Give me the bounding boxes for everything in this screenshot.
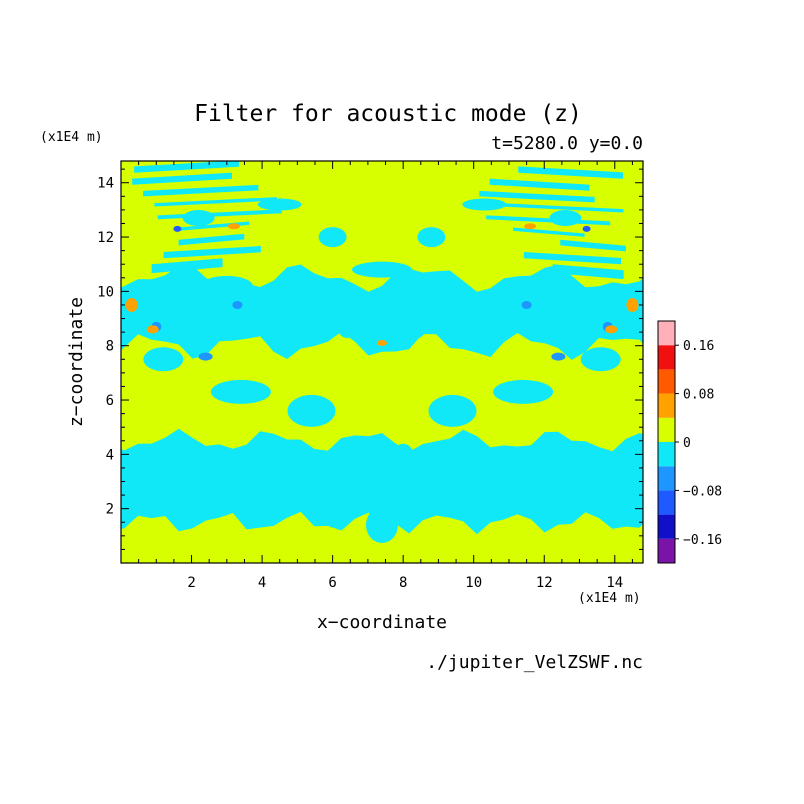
x-axis-label: x−coordinate bbox=[317, 612, 447, 633]
field-blob bbox=[366, 506, 398, 543]
plot-frame bbox=[120, 160, 644, 564]
field-blob bbox=[256, 487, 297, 508]
colorbar-swatch bbox=[658, 442, 675, 467]
field-blob bbox=[173, 225, 182, 232]
field-negative-small bbox=[134, 161, 239, 173]
source-filename: ./jupiter_VelZSWF.nc bbox=[426, 652, 643, 673]
field-regions bbox=[121, 161, 643, 543]
x-tick-label: 14 bbox=[606, 575, 623, 591]
colorbar-tick-label: 0.08 bbox=[683, 388, 714, 403]
field-blob bbox=[551, 352, 566, 361]
field-blob bbox=[549, 210, 582, 226]
field-negative-small bbox=[163, 245, 261, 259]
field-negative-small bbox=[501, 203, 624, 213]
colorbar-tick-label: 0 bbox=[683, 436, 691, 451]
x-tick-label: 4 bbox=[258, 575, 266, 591]
x-unit-label: (x1E4 m) bbox=[578, 591, 641, 606]
colorbar-swatch bbox=[658, 393, 675, 418]
field-blob bbox=[125, 298, 138, 312]
x-tick-label: 10 bbox=[465, 575, 482, 591]
x-tick-label: 12 bbox=[536, 575, 553, 591]
y-axis-label: z−coordinate bbox=[66, 297, 87, 427]
field-blob bbox=[257, 198, 302, 211]
field-negative-small bbox=[151, 258, 223, 274]
x-tick-label: 2 bbox=[187, 575, 195, 591]
field-blob bbox=[200, 275, 253, 296]
field-negative-small bbox=[523, 251, 622, 265]
field-blob bbox=[391, 443, 416, 476]
field-blob bbox=[348, 443, 373, 476]
field-negative-small bbox=[486, 215, 611, 226]
y-tick-label: 12 bbox=[97, 230, 114, 246]
field-blob bbox=[167, 468, 216, 485]
field-blob bbox=[232, 301, 243, 309]
field-negative-small bbox=[489, 178, 590, 191]
colorbar-tick-label: −0.08 bbox=[683, 484, 722, 499]
colorbar-swatch bbox=[658, 345, 675, 370]
field-blob bbox=[182, 210, 215, 226]
axes: 2 4 6 8 10 12 14 2 4 6 8 10 12 14 bbox=[97, 160, 644, 591]
colorbar-tick-label: 0.16 bbox=[683, 339, 714, 354]
field-blob bbox=[143, 347, 184, 372]
field-blob bbox=[407, 310, 428, 338]
field-blob bbox=[417, 227, 446, 248]
field-negative-small bbox=[143, 184, 259, 197]
field-negative-small bbox=[154, 197, 277, 207]
field-blob bbox=[582, 225, 591, 232]
colorbar-swatch bbox=[658, 417, 675, 442]
colorbar-swatch bbox=[658, 369, 675, 394]
colorbar-tick-label: −0.16 bbox=[683, 533, 722, 548]
field-negative-small bbox=[560, 239, 626, 252]
x-tick-label: 8 bbox=[399, 575, 407, 591]
x-tick-label: 6 bbox=[328, 575, 336, 591]
field-negative-small bbox=[121, 428, 643, 535]
field-blob bbox=[439, 288, 480, 317]
field-negative-small bbox=[479, 190, 595, 203]
y-tick-label: 14 bbox=[97, 176, 114, 192]
y-tick-label: 2 bbox=[106, 502, 114, 518]
colorbar-swatch bbox=[658, 466, 675, 491]
colorbar-swatch bbox=[658, 321, 675, 346]
y-tick-label: 10 bbox=[97, 284, 114, 300]
field-negative-small bbox=[552, 264, 624, 280]
field-blob bbox=[462, 198, 507, 211]
field-blob bbox=[626, 298, 639, 312]
field-negative-small bbox=[178, 233, 245, 246]
colorbar-swatch bbox=[658, 490, 675, 515]
y-tick-label: 6 bbox=[106, 393, 114, 409]
field-blob bbox=[467, 487, 508, 508]
chart-title: Filter for acoustic mode (z) bbox=[194, 101, 582, 127]
colorbar: 0.16 0.08 0 −0.08 −0.16 bbox=[657, 320, 722, 564]
field-blob bbox=[524, 223, 537, 230]
field-blob bbox=[198, 352, 213, 361]
field-blob bbox=[287, 394, 336, 427]
field-blob bbox=[580, 347, 621, 372]
y-unit-label: (x1E4 m) bbox=[40, 130, 103, 145]
field-blob bbox=[352, 261, 412, 278]
field-blob bbox=[146, 325, 159, 334]
field-blob bbox=[548, 468, 597, 485]
field-blob bbox=[284, 288, 325, 317]
field-blob bbox=[227, 223, 240, 230]
colorbar-swatch bbox=[658, 514, 675, 539]
field-blob bbox=[336, 310, 357, 338]
field-blob bbox=[318, 227, 347, 248]
plot-area bbox=[121, 161, 643, 563]
field-negative-small bbox=[132, 172, 233, 185]
field-blob bbox=[521, 301, 532, 309]
field-negative-small bbox=[513, 227, 585, 237]
field-blob bbox=[493, 379, 554, 404]
y-tick-label: 4 bbox=[106, 447, 114, 463]
chart-subtitle: t=5280.0 y=0.0 bbox=[491, 133, 643, 154]
field-blob bbox=[210, 379, 271, 404]
field-negative-small bbox=[518, 166, 624, 179]
field-blob bbox=[605, 325, 618, 334]
colorbar-swatch bbox=[658, 538, 675, 563]
field-blob bbox=[511, 275, 564, 296]
field-blob bbox=[377, 339, 387, 346]
field-blob bbox=[428, 394, 477, 427]
y-tick-label: 8 bbox=[106, 339, 114, 355]
